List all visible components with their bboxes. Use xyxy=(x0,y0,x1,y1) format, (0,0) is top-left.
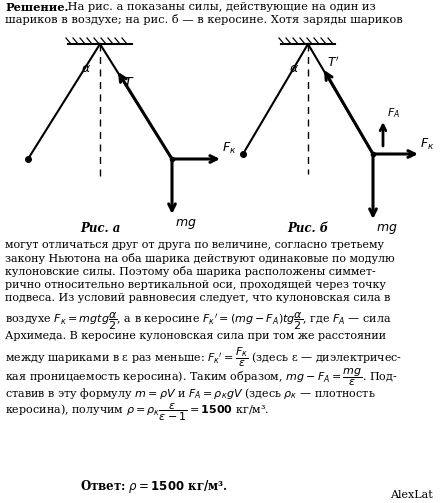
Text: Ответ: $\rho = \mathbf{1500}$ кг/м³.: Ответ: $\rho = \mathbf{1500}$ кг/м³. xyxy=(80,478,228,495)
Text: закону Ньютона на оба шарика действуют одинаковые по модулю: закону Ньютона на оба шарика действуют о… xyxy=(5,253,395,264)
Text: $\alpha$: $\alpha$ xyxy=(289,62,299,75)
Text: подвеса. Из условий равновесия следует, что кулоновская сила в: подвеса. Из условий равновесия следует, … xyxy=(5,293,390,303)
Text: могут отличаться друг от друга по величине, согласно третьему: могут отличаться друг от друга по величи… xyxy=(5,240,384,250)
Text: кая проницаемость керосина). Таким образом, $mg - F_А = \dfrac{mg}{\varepsilon}$: кая проницаемость керосина). Таким образ… xyxy=(5,366,398,388)
Text: Решение.: Решение. xyxy=(5,2,68,13)
Text: ставив в эту формулу $m = \rho V$ и $F_А = \rho_кgV$ (здесь $\rho_к$ — плотность: ставив в эту формулу $m = \rho V$ и $F_А… xyxy=(5,386,375,401)
Text: шариков в воздухе; на рис. б — в керосине. Хотя заряды шариков: шариков в воздухе; на рис. б — в керосин… xyxy=(5,14,403,25)
Text: воздухе $F_к = mgtg\dfrac{\alpha}{2}$, а в керосине $F_к{}' = (mg - F_А)tg\dfrac: воздухе $F_к = mgtg\dfrac{\alpha}{2}$, а… xyxy=(5,311,392,332)
Text: $mg$: $mg$ xyxy=(376,222,398,236)
Text: рично относительно вертикальной оси, проходящей через точку: рично относительно вертикальной оси, про… xyxy=(5,280,386,290)
Text: Архимеда. В керосине кулоновская сила при том же расстоянии: Архимеда. В керосине кулоновская сила пр… xyxy=(5,331,386,341)
Text: $T$: $T$ xyxy=(123,76,134,90)
Text: $F_к$: $F_к$ xyxy=(222,141,236,156)
Text: $T'$: $T'$ xyxy=(327,55,340,70)
Text: кулоновские силы. Поэтому оба шарика расположены симмет-: кулоновские силы. Поэтому оба шарика рас… xyxy=(5,267,376,277)
Text: $mg$: $mg$ xyxy=(175,217,197,231)
Text: $F_к$: $F_к$ xyxy=(420,137,434,152)
Text: керосина), получим $\rho = \rho_к\dfrac{\varepsilon}{\varepsilon - 1} = \mathbf{: керосина), получим $\rho = \rho_к\dfrac{… xyxy=(5,401,269,423)
Text: Рис. а: Рис. а xyxy=(80,222,120,235)
Text: между шариками в ε раз меньше: $F_к{}' = \dfrac{F_к}{\varepsilon}$ (здесь ε — ди: между шариками в ε раз меньше: $F_к{}' =… xyxy=(5,346,402,370)
Text: $\alpha$: $\alpha$ xyxy=(81,62,91,75)
Text: На рис. a показаны силы, действующие на один из: На рис. a показаны силы, действующие на … xyxy=(64,2,376,12)
Text: $F_А$: $F_А$ xyxy=(387,106,400,120)
Text: AlexLat: AlexLat xyxy=(390,490,433,500)
Text: Рис. б: Рис. б xyxy=(287,222,329,235)
